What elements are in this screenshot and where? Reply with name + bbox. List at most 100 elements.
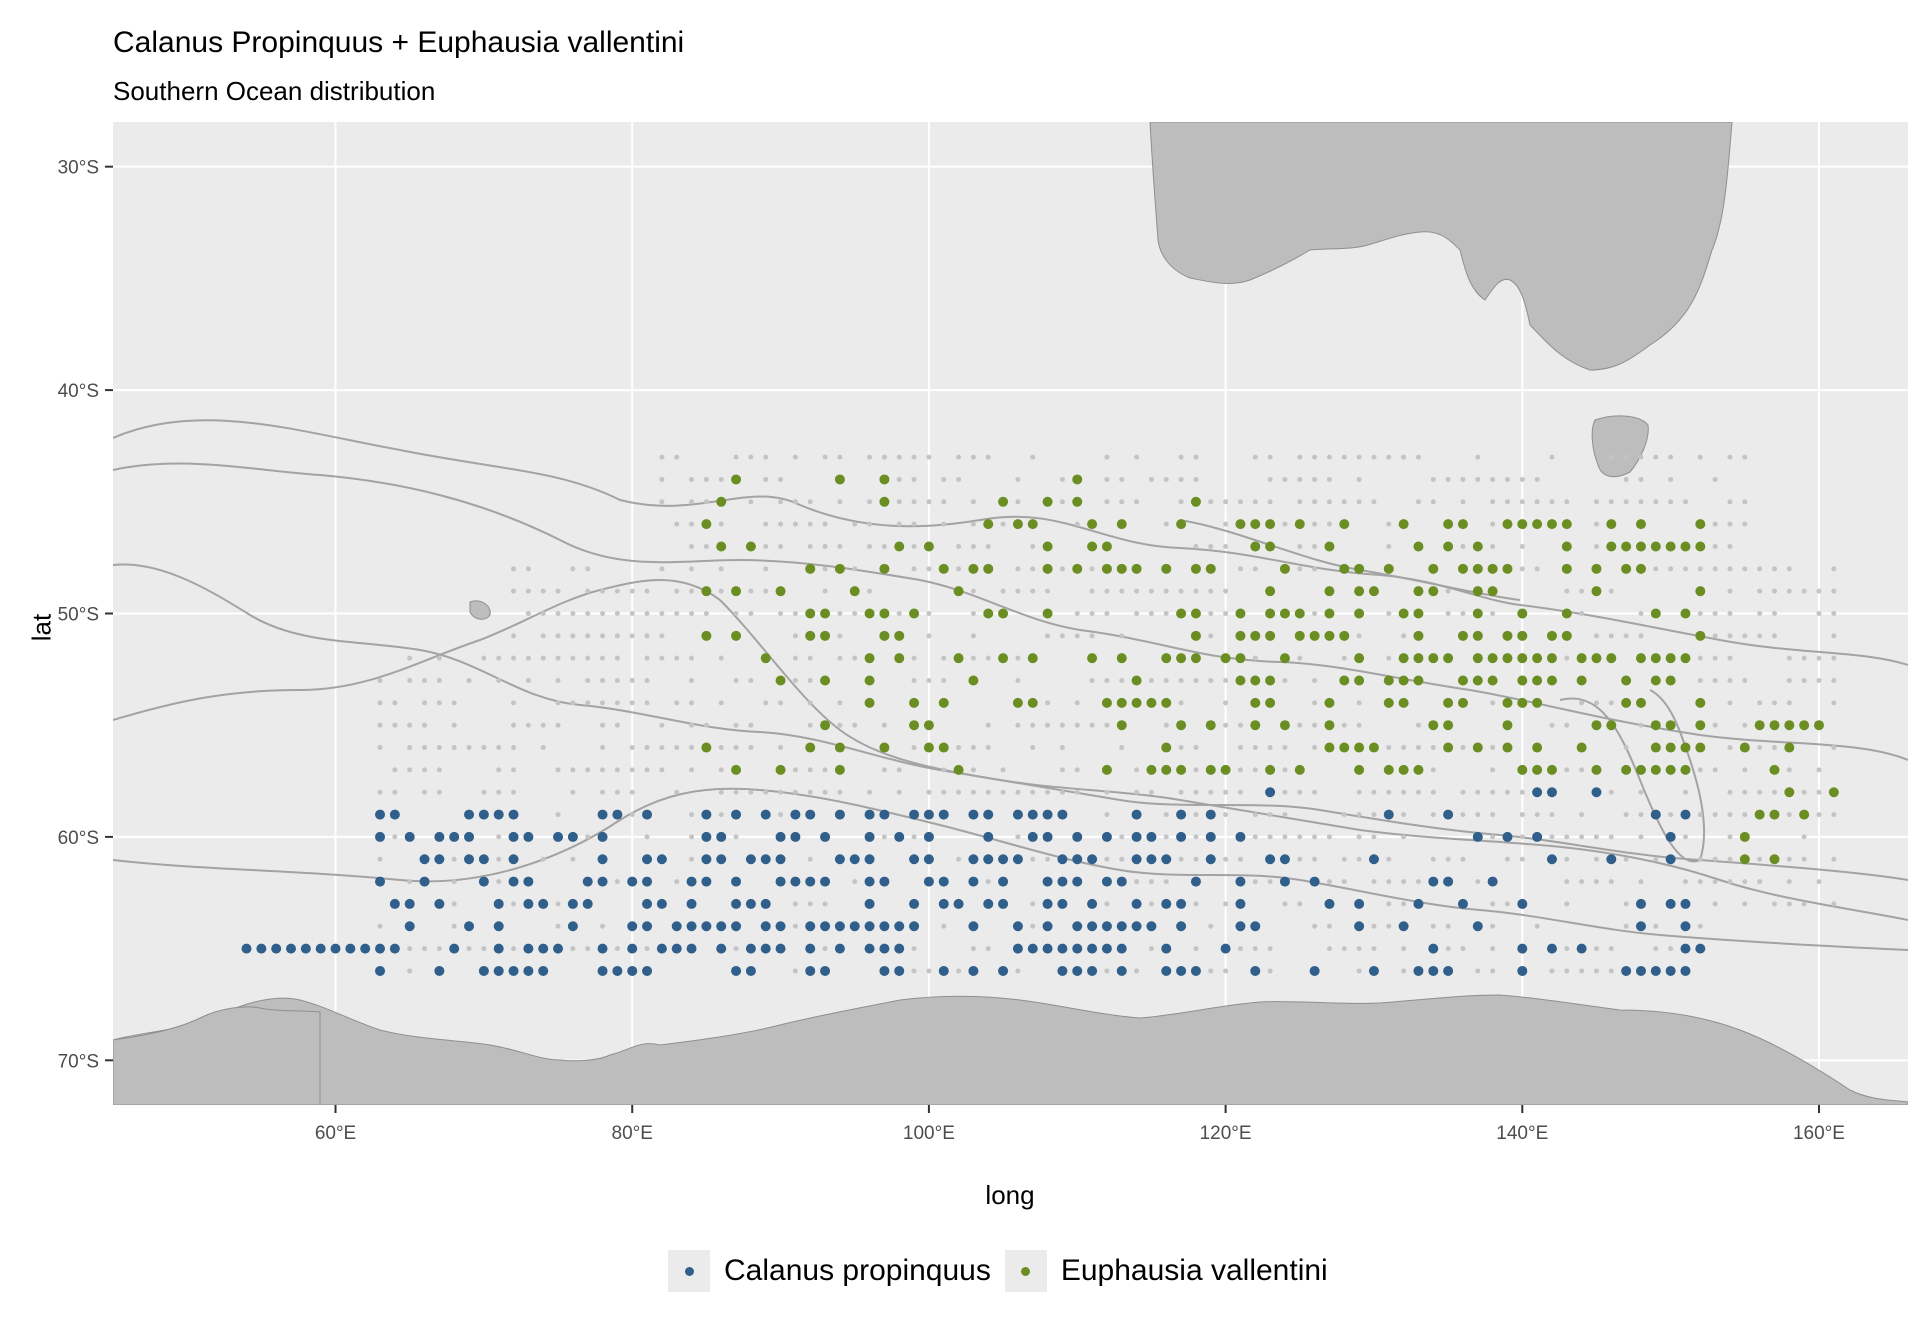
- sample-station-point: [1134, 767, 1140, 773]
- sample-station-point: [926, 454, 932, 460]
- sample-station-point: [1000, 588, 1006, 594]
- sample-station-point: [614, 722, 620, 728]
- euphausia-point: [1161, 764, 1172, 775]
- euphausia-point: [1546, 764, 1557, 775]
- sample-station-point: [629, 812, 635, 818]
- sample-station-point: [1312, 789, 1318, 795]
- sample-station-point: [407, 678, 413, 684]
- sample-station-point: [1178, 789, 1184, 795]
- euphausia-point: [1042, 608, 1053, 619]
- calanus-point: [449, 831, 460, 842]
- sample-station-point: [1341, 856, 1347, 862]
- calanus-point: [642, 921, 653, 932]
- euphausia-point: [1517, 608, 1528, 619]
- sample-station-point: [600, 722, 606, 728]
- sample-station-point: [1727, 678, 1733, 684]
- calanus-point: [597, 854, 608, 865]
- calanus-point: [1591, 787, 1602, 798]
- sample-station-point: [837, 633, 843, 639]
- calanus-point: [790, 831, 801, 842]
- sample-station-point: [1786, 767, 1792, 773]
- sample-station-point: [436, 655, 442, 661]
- sample-station-point: [911, 946, 917, 952]
- sample-station-point: [733, 946, 739, 952]
- calanus-point: [701, 921, 712, 932]
- sample-station-point: [1208, 588, 1214, 594]
- euphausia-point: [1443, 720, 1454, 731]
- sample-station-point: [1030, 856, 1036, 862]
- calanus-point: [1101, 831, 1112, 842]
- sample-station-point: [1326, 834, 1332, 840]
- sample-station-point: [377, 856, 383, 862]
- sample-station-point: [1163, 879, 1169, 885]
- euphausia-point: [1472, 742, 1483, 753]
- depth-contour-line: [113, 419, 1908, 666]
- euphausia-point: [1502, 697, 1513, 708]
- calanus-point: [1087, 965, 1098, 976]
- sample-station-point: [792, 923, 798, 929]
- sample-station-point: [1564, 968, 1570, 974]
- calanus-point: [834, 809, 845, 820]
- sample-station-point: [926, 611, 932, 616]
- euphausia-point: [968, 675, 979, 686]
- sample-station-point: [1430, 923, 1436, 929]
- sample-station-point: [1564, 655, 1570, 661]
- euphausia-point: [1695, 630, 1706, 641]
- sample-station-point: [748, 745, 754, 751]
- sample-station-point: [1786, 700, 1792, 706]
- sample-station-point: [570, 789, 576, 795]
- euphausia-point: [1294, 764, 1305, 775]
- euphausia-point: [1205, 563, 1216, 574]
- sample-station-point: [629, 611, 635, 616]
- sample-station-point: [1267, 812, 1273, 818]
- euphausia-point: [1176, 519, 1187, 530]
- euphausia-point: [1472, 675, 1483, 686]
- calanus-point: [998, 965, 1009, 976]
- sample-station-point: [1801, 655, 1807, 661]
- sample-station-point: [511, 588, 517, 594]
- euphausia-point: [879, 563, 890, 574]
- sample-station-point: [718, 812, 724, 818]
- calanus-point: [1665, 898, 1676, 909]
- sample-station-point: [1727, 789, 1733, 795]
- calanus-point: [538, 898, 549, 909]
- sample-station-point: [1771, 901, 1777, 907]
- sample-station-point: [926, 968, 932, 974]
- sample-station-point: [1163, 588, 1169, 594]
- sample-station-point: [422, 700, 428, 706]
- sample-station-point: [1312, 700, 1318, 706]
- sample-station-point: [1519, 834, 1525, 840]
- sample-station-point: [763, 566, 769, 572]
- sample-station-point: [1564, 946, 1570, 952]
- calanus-point: [1116, 943, 1127, 954]
- sample-station-point: [1356, 834, 1362, 840]
- sample-station-point: [896, 611, 902, 616]
- sample-station-point: [511, 700, 517, 706]
- sample-station-point: [985, 454, 991, 460]
- calanus-point: [731, 965, 742, 976]
- calanus-point: [1279, 854, 1290, 865]
- sample-station-point: [718, 476, 724, 482]
- sample-station-point: [496, 678, 502, 684]
- sample-station-point: [1312, 499, 1318, 505]
- x-tick-label: 100°E: [903, 1123, 955, 1144]
- sample-station-point: [1816, 812, 1822, 818]
- calanus-point: [998, 898, 1009, 909]
- sample-station-point: [1104, 789, 1110, 795]
- sample-station-point: [733, 722, 739, 728]
- sample-station-point: [392, 789, 398, 795]
- sample-station-point: [763, 476, 769, 482]
- euphausia-point: [716, 496, 727, 507]
- sample-station-point: [837, 722, 843, 728]
- calanus-point: [1235, 876, 1246, 887]
- sample-station-point: [1475, 968, 1481, 974]
- sample-station-point: [1534, 476, 1540, 482]
- euphausia-point: [1072, 474, 1083, 485]
- sample-station-point: [1223, 722, 1229, 728]
- sample-station-point: [1638, 499, 1644, 505]
- sample-station-point: [674, 745, 680, 751]
- sample-station-point: [1638, 789, 1644, 795]
- sample-station-point: [985, 543, 991, 549]
- euphausia-point: [1176, 653, 1187, 664]
- calanus-point: [1042, 921, 1053, 932]
